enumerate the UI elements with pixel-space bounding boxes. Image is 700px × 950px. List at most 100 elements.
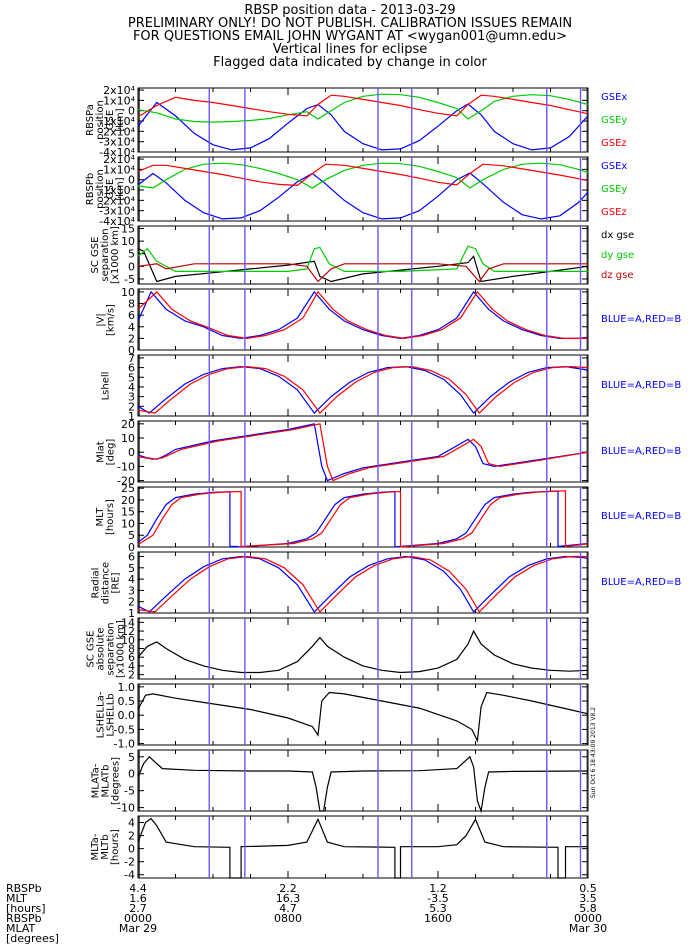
footer-tick-value: 16.3 xyxy=(275,892,301,905)
flag-band xyxy=(138,88,140,152)
footer-tick-value: 1600 xyxy=(424,912,452,925)
panel-legend: BLUE=A,RED=B xyxy=(601,379,682,391)
panel-legend-entry: GSEz xyxy=(601,138,627,149)
flag-band xyxy=(138,684,140,745)
ytick-label: 4 xyxy=(128,321,135,334)
footer-tick-value: -3.5 xyxy=(427,892,449,905)
footer-tick-value: 0000 xyxy=(124,912,152,925)
footer-row-label: RBSPb xyxy=(6,912,42,925)
ytick-label: -1x10⁴ xyxy=(99,115,135,128)
series-line xyxy=(137,94,589,118)
flag-band xyxy=(138,157,140,221)
panel-ylabel: LSHELLa- LSHELLb xyxy=(95,691,116,738)
ytick-label: 15 xyxy=(121,223,135,236)
ytick-label: 6 xyxy=(128,651,135,664)
ytick-label: 0 xyxy=(128,174,135,187)
footer-tick-value: 0800 xyxy=(274,912,302,925)
ytick-label: 20 xyxy=(121,418,135,431)
flag-band xyxy=(138,355,140,416)
ytick-label: 1.0 xyxy=(118,681,136,694)
flag-band xyxy=(138,816,140,878)
flag-band xyxy=(138,750,140,811)
panel-frame xyxy=(137,288,589,351)
ytick-label: -2x10⁴ xyxy=(99,194,135,207)
ytick-label: 10 xyxy=(121,432,135,445)
panel-ylabel: RBSPb position GSE [km] xyxy=(85,169,126,209)
panel-legend-entry: GSEz xyxy=(601,207,627,218)
panel-frame xyxy=(137,749,589,812)
ytick-label: 10 xyxy=(121,235,135,248)
series-line xyxy=(137,162,589,189)
ytick-label: 10 xyxy=(121,634,135,647)
series-line xyxy=(137,691,589,743)
series-line xyxy=(137,423,589,482)
series-line xyxy=(137,490,589,548)
series-line xyxy=(137,490,589,548)
ytick-label: 5 xyxy=(128,248,135,261)
flag-band xyxy=(138,421,140,482)
panel-ylabel: SC GSE separation [x1000 km] xyxy=(90,226,121,284)
ytick-label: 10 xyxy=(121,517,135,530)
ytick-label: -4 xyxy=(124,869,135,882)
ytick-label: 3 xyxy=(128,391,135,404)
ytick-label: 0 xyxy=(128,768,135,781)
panel-legend-entry: dx gse xyxy=(601,230,635,241)
footer-tick-value: 3.5 xyxy=(579,892,597,905)
ytick-label: 4 xyxy=(128,660,135,673)
ytick-label: 4 xyxy=(128,573,135,586)
footer-tick-value: Mar 29 xyxy=(118,922,158,935)
footer-tick-value: 2.2 xyxy=(279,882,297,895)
series-line xyxy=(137,290,589,340)
ytick-label: 1x10⁴ xyxy=(103,163,136,176)
ytick-label: -5 xyxy=(124,785,135,798)
series-line xyxy=(137,263,588,283)
ytick-label: 6 xyxy=(128,362,135,375)
series-line xyxy=(137,290,589,340)
footer-tick-value: Mar 30 xyxy=(568,922,608,935)
footer-tick-value: 0000 xyxy=(574,912,602,925)
series-line xyxy=(137,101,589,151)
ytick-label: 4 xyxy=(128,381,135,394)
series-line xyxy=(137,172,589,220)
panel-legend: BLUE=A,RED=B xyxy=(601,445,682,457)
ytick-label: 4 xyxy=(128,817,135,830)
series-line xyxy=(137,365,589,415)
series-line xyxy=(137,423,589,482)
ytick-label: 5 xyxy=(128,371,135,384)
footer-tick-value: 5.3 xyxy=(429,902,447,915)
footer-row-label: MLT xyxy=(6,892,27,905)
ytick-label: 0 xyxy=(128,260,135,273)
ytick-label: 3 xyxy=(128,584,135,597)
ytick-label: 0 xyxy=(128,105,135,118)
ytick-label: -0.5 xyxy=(114,723,135,736)
header-line-eclipse-note: Vertical lines for eclipse xyxy=(272,42,428,57)
panel-legend-entry: GSEy xyxy=(601,115,628,126)
ytick-label: -2 xyxy=(124,856,135,869)
footer-tick-value: 1.2 xyxy=(429,882,447,895)
footer-row-label: [hours] xyxy=(6,902,46,915)
footer-tick-value: 2.7 xyxy=(129,902,147,915)
header-line-contact: FOR QUESTIONS EMAIL JOHN WYGANT AT <wyga… xyxy=(132,29,568,44)
ytick-label: 2 xyxy=(128,830,135,843)
ytick-label: -1x10⁴ xyxy=(99,184,135,197)
ytick-label: 6 xyxy=(128,309,135,322)
panel-ylabel: RBSPa position GSE [km] xyxy=(85,100,126,140)
ytick-label: -3x10⁴ xyxy=(99,136,135,149)
footer-tick-value: 0.5 xyxy=(579,882,597,895)
panel-frame xyxy=(137,420,589,483)
panel-ylabel: |V| [km/s] xyxy=(95,303,116,336)
ytick-label: 2 xyxy=(128,596,135,609)
footer-tick-value: 4.4 xyxy=(129,882,147,895)
ytick-label: -10 xyxy=(117,460,135,473)
panel-legend-entry: dz gse xyxy=(601,270,634,281)
ytick-label: 7 xyxy=(128,352,135,365)
panel-legend-entry: GSEx xyxy=(601,92,628,103)
ytick-label: 0 xyxy=(128,344,135,357)
footer-row-label: MLAT xyxy=(6,922,36,935)
series-line xyxy=(137,245,588,272)
